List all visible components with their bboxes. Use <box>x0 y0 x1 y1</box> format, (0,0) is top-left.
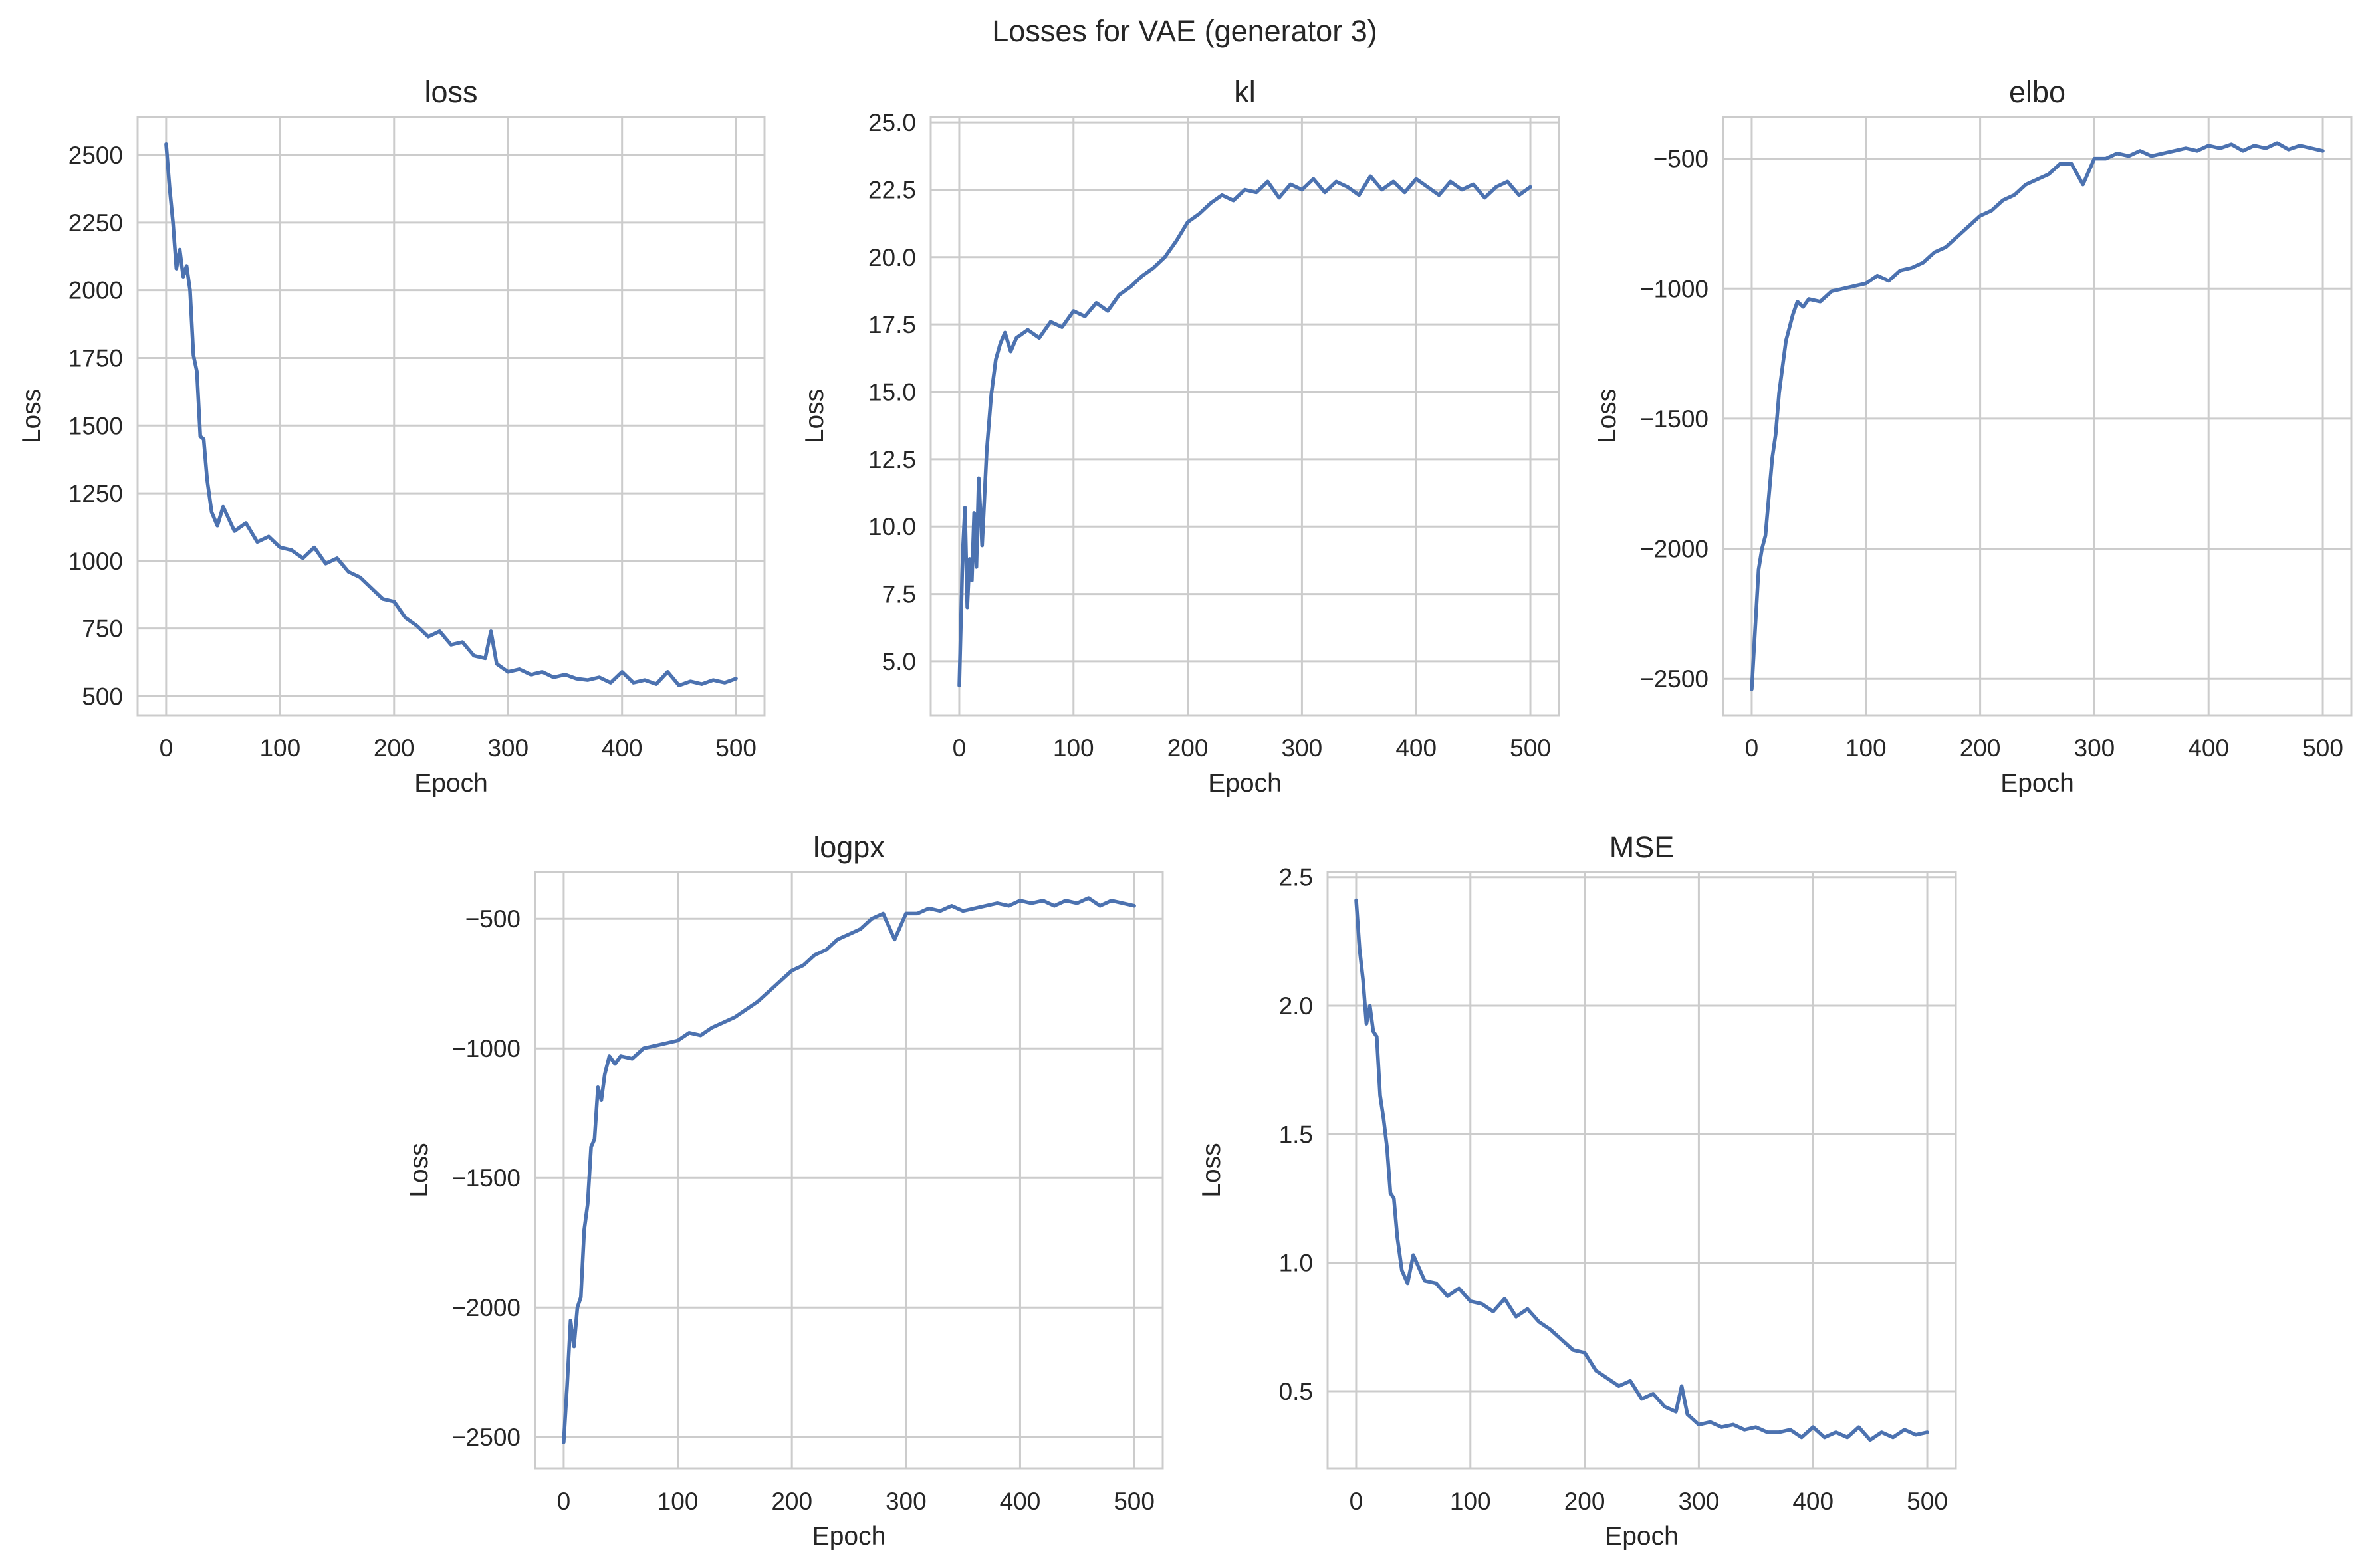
subplot-title: loss <box>424 75 477 109</box>
x-tick-label: 500 <box>1907 1488 1948 1515</box>
y-axis-label: Loss <box>17 389 46 443</box>
x-tick-label: 300 <box>886 1488 927 1515</box>
x-axis-label: Epoch <box>2000 769 2074 798</box>
subplot-kl: 0 100 200 300 400 500 5.0 7.5 10.0 12.5 15.0 17.5 20… <box>800 75 1560 798</box>
subplots: 0 100 200 300 400 500500750100012501500175020… <box>17 75 2353 1551</box>
figure-title: Losses for VAE (generator 3) <box>992 14 1377 48</box>
y-tick-label: −500 <box>1653 146 1709 173</box>
axes-frame <box>534 871 1164 1470</box>
y-tick-label: −1000 <box>1639 275 1709 302</box>
y-tick-label: 5.0 <box>882 648 916 675</box>
x-tick-label: 0 <box>1745 734 1759 762</box>
y-tick-label: 12.5 <box>868 446 916 473</box>
axes-frame <box>136 116 766 717</box>
x-tick-label: 400 <box>602 734 643 762</box>
y-tick-label: −1500 <box>451 1165 521 1192</box>
x-tick-label: 100 <box>1053 734 1094 762</box>
x-tick-label: 100 <box>1845 734 1887 762</box>
x-tick-label: 200 <box>771 1488 812 1515</box>
y-tick-label: 2000 <box>68 277 123 304</box>
y-tick-label: −2500 <box>1639 665 1709 693</box>
x-tick-label: 400 <box>1792 1488 1834 1515</box>
y-tick-label: 1000 <box>68 548 123 575</box>
y-axis-label: Loss <box>1593 389 1621 443</box>
subplot-title: elbo <box>2009 75 2066 109</box>
y-tick-label: 500 <box>82 683 123 710</box>
subplot-title: MSE <box>1609 830 1675 864</box>
axes-frame <box>1326 871 1957 1470</box>
series-line <box>164 142 738 687</box>
y-tick-label: 22.5 <box>868 176 916 203</box>
x-tick-label: 400 <box>1000 1488 1041 1515</box>
x-tick-label: 0 <box>1350 1488 1363 1515</box>
y-axis-label: Loss <box>800 389 829 443</box>
x-tick-label: 400 <box>2188 734 2229 762</box>
x-tick-label: 300 <box>1679 1488 1720 1515</box>
y-tick-label: 2250 <box>68 209 123 237</box>
y-tick-label: 2.5 <box>1279 864 1313 891</box>
x-tick-label: 100 <box>259 734 300 762</box>
x-tick-label: 200 <box>1960 734 2001 762</box>
y-tick-label: −2000 <box>451 1294 521 1321</box>
y-axis-label: Loss <box>405 1143 433 1197</box>
subplot-elbo: 0 100 200 300 400 500 −2500 −2000 −1500 −1000 −500… <box>1593 75 2353 798</box>
series-line <box>957 174 1532 688</box>
x-tick-label: 200 <box>1167 734 1209 762</box>
x-tick-label: 500 <box>1114 1488 1155 1515</box>
y-tick-label: 750 <box>82 616 123 643</box>
subplot-title: logpx <box>813 830 885 864</box>
y-tick-label: 25.0 <box>868 109 916 136</box>
y-tick-label: 17.5 <box>868 311 916 338</box>
y-axis-label: Loss <box>1197 1143 1226 1197</box>
x-axis-label: Epoch <box>1208 769 1282 798</box>
x-axis-label: Epoch <box>414 769 488 798</box>
subplot-logpx: 0 100 200 300 400 500 −2500 −2000 −1500 −1000 −500… <box>405 830 1164 1551</box>
x-axis-label: Epoch <box>1605 1522 1679 1551</box>
y-tick-label: 1250 <box>68 480 123 507</box>
x-tick-label: 200 <box>374 734 415 762</box>
series-line <box>562 896 1136 1444</box>
x-tick-label: 500 <box>1510 734 1551 762</box>
x-tick-label: 500 <box>2302 734 2343 762</box>
y-tick-label: −2000 <box>1639 536 1709 563</box>
subplot-mse: 0 100 200 300 400 500 0.5 1.0 1.5 2.0 2.5 MSE Epoch L… <box>1197 830 1957 1551</box>
axes-frame <box>929 116 1560 717</box>
x-tick-label: 0 <box>160 734 174 762</box>
axes-frame <box>1722 116 2353 717</box>
y-tick-label: −500 <box>465 905 521 933</box>
y-tick-label: 15.0 <box>868 379 916 406</box>
y-tick-label: 1500 <box>68 412 123 439</box>
x-tick-label: 100 <box>1450 1488 1491 1515</box>
y-tick-label: 10.0 <box>868 513 916 540</box>
x-tick-label: 500 <box>715 734 757 762</box>
x-tick-label: 0 <box>557 1488 571 1515</box>
x-tick-label: 200 <box>1564 1488 1605 1515</box>
y-tick-label: −2500 <box>451 1424 521 1451</box>
y-tick-label: 2.0 <box>1279 992 1313 1020</box>
y-tick-label: −1000 <box>451 1035 521 1062</box>
y-tick-label: 20.0 <box>868 244 916 271</box>
x-tick-label: 0 <box>953 734 967 762</box>
y-tick-label: 0.5 <box>1279 1378 1313 1405</box>
y-tick-label: −1500 <box>1639 405 1709 433</box>
y-tick-label: 1750 <box>68 344 123 372</box>
x-tick-label: 300 <box>2074 734 2115 762</box>
y-tick-label: 7.5 <box>882 581 916 608</box>
series-line <box>1354 898 1929 1442</box>
y-tick-label: 1.5 <box>1279 1121 1313 1148</box>
subplot-loss: 0 100 200 300 400 500 500 750 1000 1250 1500 1750 20… <box>17 75 766 798</box>
subplot-title: kl <box>1234 75 1256 109</box>
x-tick-label: 300 <box>487 734 529 762</box>
series-line <box>1750 141 2325 691</box>
y-tick-label: 2500 <box>68 142 123 169</box>
x-tick-label: 100 <box>657 1488 699 1515</box>
x-tick-label: 400 <box>1395 734 1437 762</box>
x-tick-label: 300 <box>1282 734 1323 762</box>
x-axis-label: Epoch <box>812 1522 886 1551</box>
y-tick-label: 1.0 <box>1279 1250 1313 1277</box>
